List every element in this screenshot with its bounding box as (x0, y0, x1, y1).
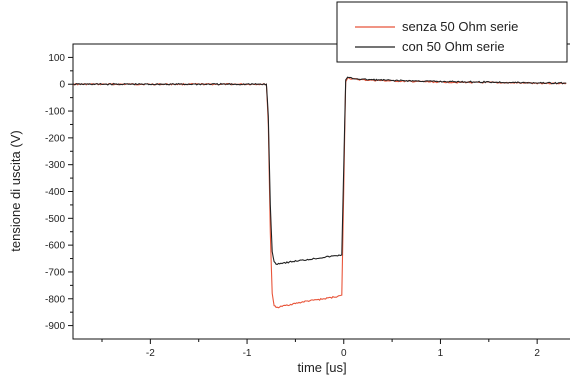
y-tick-label-5: -400 (45, 187, 65, 198)
series-line-0 (73, 77, 567, 309)
x-tick-label-0: -2 (146, 348, 155, 359)
legend-label-con: con 50 Ohm serie (402, 39, 505, 54)
y-tick-label-3: -200 (45, 133, 65, 144)
series-layer (72, 76, 567, 309)
legend-box (336, 1, 568, 63)
y-tick-label-6: -500 (45, 214, 65, 225)
y-tick-label-0: 100 (48, 53, 65, 64)
y-axis-title: tensione di uscita (V) (8, 130, 23, 251)
y-tick-label-4: -300 (45, 160, 65, 171)
y-tick-label-1: 0 (59, 80, 65, 91)
y-tick-label-10: -900 (45, 321, 65, 332)
y-axis: 100 0 -100 -200 -300 -400 -500 -600 -700 -800 -900 (45, 53, 73, 332)
y-tick-label-8: -700 (45, 267, 65, 278)
x-axis: -2 -1 0 1 2 (101, 339, 540, 359)
x-tick-label-1: -1 (243, 348, 252, 359)
series-line-1 (72, 76, 567, 265)
plot-frame (72, 43, 570, 340)
legend: senza 50 Ohm serie con 50 Ohm serie (336, 1, 568, 63)
legend-label-senza: senza 50 Ohm serie (402, 19, 518, 34)
x-tick-label-3: 1 (438, 348, 444, 359)
x-tick-label-4: 2 (534, 348, 540, 359)
y-tick-label-2: -100 (45, 107, 65, 118)
x-tick-label-2: 0 (341, 348, 347, 359)
x-axis-title: time [us] (297, 360, 346, 375)
y-tick-label-7: -600 (45, 241, 65, 252)
y-tick-label-9: -800 (45, 294, 65, 305)
